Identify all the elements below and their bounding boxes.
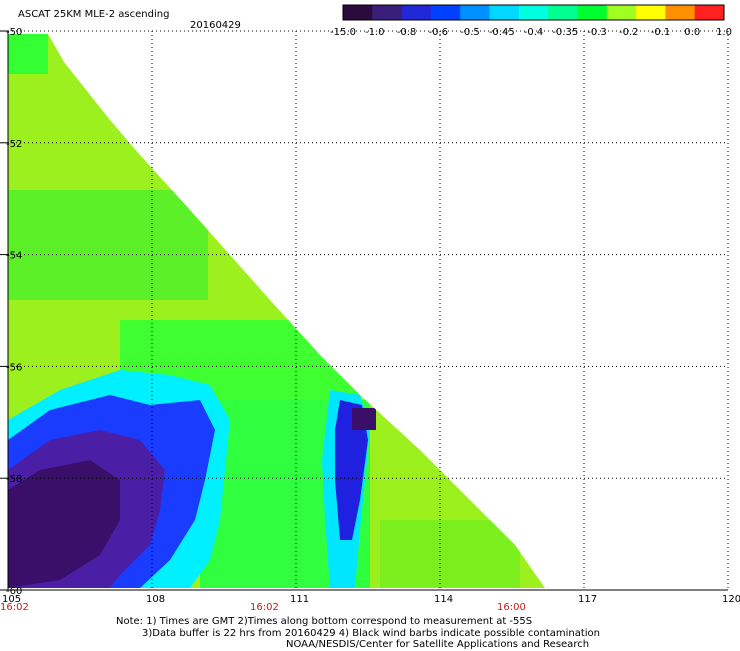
colorbar-segment bbox=[372, 5, 403, 20]
colorbar-segment bbox=[430, 5, 461, 20]
note-line-3: NOAA/NESDIS/Center for Satellite Applica… bbox=[286, 639, 590, 650]
note-line-2: 3)Data buffer is 22 hrs from 20160429 4)… bbox=[142, 628, 600, 639]
time-label: 16:02 bbox=[250, 602, 279, 613]
field-patch bbox=[380, 520, 520, 588]
lat-label: -54 bbox=[6, 251, 22, 262]
colorbar-segment bbox=[518, 5, 549, 20]
lon-label: 120 bbox=[722, 594, 740, 605]
colorbar bbox=[342, 4, 725, 21]
product-title: ASCAT 25KM MLE-2 ascending bbox=[18, 9, 170, 20]
lat-label: -56 bbox=[6, 362, 22, 373]
colorbar-label: -0.4 bbox=[524, 27, 544, 38]
field-darkpurple-region bbox=[8, 460, 120, 588]
colorbar-outline bbox=[342, 4, 725, 21]
graticule bbox=[8, 30, 729, 590]
time-labels: 16:02 16:02 16:00 bbox=[0, 602, 526, 613]
colorbar-label: -0.1 bbox=[651, 27, 671, 38]
data-swath bbox=[8, 34, 545, 588]
colorbar-label: -0.3 bbox=[587, 27, 607, 38]
colorbar-segment bbox=[606, 5, 637, 20]
product-date: 20160429 bbox=[190, 20, 241, 31]
map-frame bbox=[7, 31, 728, 591]
lon-label: 111 bbox=[290, 594, 309, 605]
field-blue-channel bbox=[335, 400, 368, 540]
colorbar-label: -1.0 bbox=[365, 27, 385, 38]
lon-label: 114 bbox=[434, 594, 453, 605]
colorbar-label: 1.0 bbox=[716, 27, 732, 38]
colorbar-label: -15.0 bbox=[330, 27, 356, 38]
colorbar-labels: -15.0 -1.0 -0.8 -0.6 -0.5 -0.45 -0.4 -0.35 -0.3 -… bbox=[330, 27, 732, 38]
colorbar-segment bbox=[548, 5, 578, 20]
field-dark-cell bbox=[352, 408, 376, 430]
colorbar-segment bbox=[489, 5, 520, 20]
colorbar-label: -0.2 bbox=[619, 27, 639, 38]
lon-label: 105 bbox=[2, 594, 21, 605]
colorbar-segment bbox=[694, 5, 725, 20]
note-line-1: Note: 1) Times are GMT 2)Times along bot… bbox=[116, 616, 533, 627]
lon-label: 117 bbox=[578, 594, 597, 605]
lat-label: -50 bbox=[6, 27, 22, 38]
colorbar-label: -0.8 bbox=[397, 27, 417, 38]
field-patch bbox=[8, 34, 48, 74]
colorbar-segment bbox=[401, 5, 432, 20]
colorbar-label: -0.35 bbox=[552, 27, 578, 38]
colorbar-segment bbox=[636, 5, 666, 20]
colorbar-segment bbox=[577, 5, 608, 20]
lon-label: 108 bbox=[146, 594, 165, 605]
colorbar-label: 0.0 bbox=[684, 27, 700, 38]
colorbar-segment bbox=[460, 5, 491, 20]
lat-label: -58 bbox=[6, 474, 22, 485]
field-patch bbox=[8, 190, 208, 300]
colorbar-label: -0.5 bbox=[460, 27, 480, 38]
colorbar-segment bbox=[665, 5, 696, 20]
colorbar-label: -0.6 bbox=[428, 27, 448, 38]
lat-label: -60 bbox=[6, 586, 22, 597]
time-label: 16:00 bbox=[497, 602, 526, 613]
colorbar-label: -0.45 bbox=[489, 27, 515, 38]
lat-labels: -50 -52 -54 -56 -58 -60 bbox=[0, 27, 22, 597]
lat-label: -52 bbox=[6, 139, 22, 150]
lon-labels: 105 108 111 114 117 120 bbox=[2, 594, 740, 605]
time-label: 16:02 bbox=[0, 602, 29, 613]
colorbar-segment bbox=[343, 5, 373, 20]
